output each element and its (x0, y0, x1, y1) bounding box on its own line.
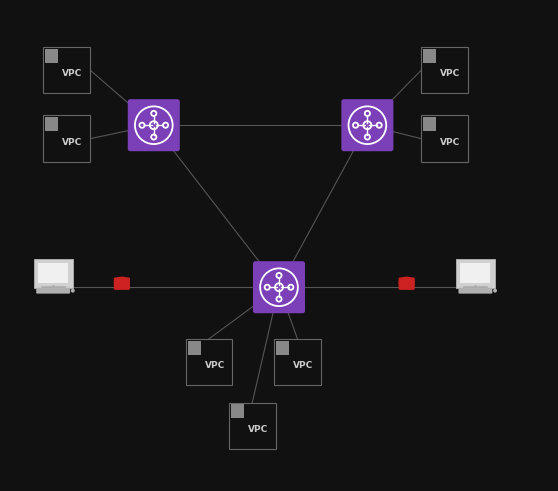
FancyBboxPatch shape (276, 341, 289, 355)
Circle shape (493, 289, 497, 293)
FancyBboxPatch shape (114, 277, 130, 290)
Circle shape (71, 289, 75, 293)
FancyBboxPatch shape (44, 115, 90, 162)
FancyBboxPatch shape (229, 403, 276, 449)
FancyBboxPatch shape (253, 261, 305, 313)
FancyBboxPatch shape (421, 115, 468, 162)
FancyBboxPatch shape (460, 263, 490, 283)
FancyBboxPatch shape (424, 49, 436, 62)
FancyBboxPatch shape (36, 288, 70, 294)
Text: VPC: VPC (440, 69, 460, 78)
FancyBboxPatch shape (231, 405, 244, 418)
Text: VPC: VPC (248, 425, 268, 434)
FancyBboxPatch shape (421, 47, 468, 93)
FancyBboxPatch shape (274, 339, 321, 385)
FancyBboxPatch shape (44, 47, 90, 93)
FancyBboxPatch shape (33, 259, 73, 288)
FancyBboxPatch shape (341, 99, 393, 151)
FancyBboxPatch shape (45, 117, 58, 131)
FancyBboxPatch shape (456, 259, 495, 288)
Text: VPC: VPC (62, 138, 83, 147)
FancyBboxPatch shape (398, 277, 415, 290)
FancyBboxPatch shape (459, 288, 492, 294)
FancyBboxPatch shape (187, 341, 201, 355)
FancyBboxPatch shape (128, 99, 180, 151)
FancyBboxPatch shape (186, 339, 232, 385)
Text: VPC: VPC (440, 138, 460, 147)
FancyBboxPatch shape (424, 117, 436, 131)
FancyBboxPatch shape (45, 49, 58, 62)
FancyBboxPatch shape (38, 263, 68, 283)
Text: VPC: VPC (62, 69, 83, 78)
Text: VPC: VPC (293, 361, 313, 370)
Text: VPC: VPC (204, 361, 225, 370)
